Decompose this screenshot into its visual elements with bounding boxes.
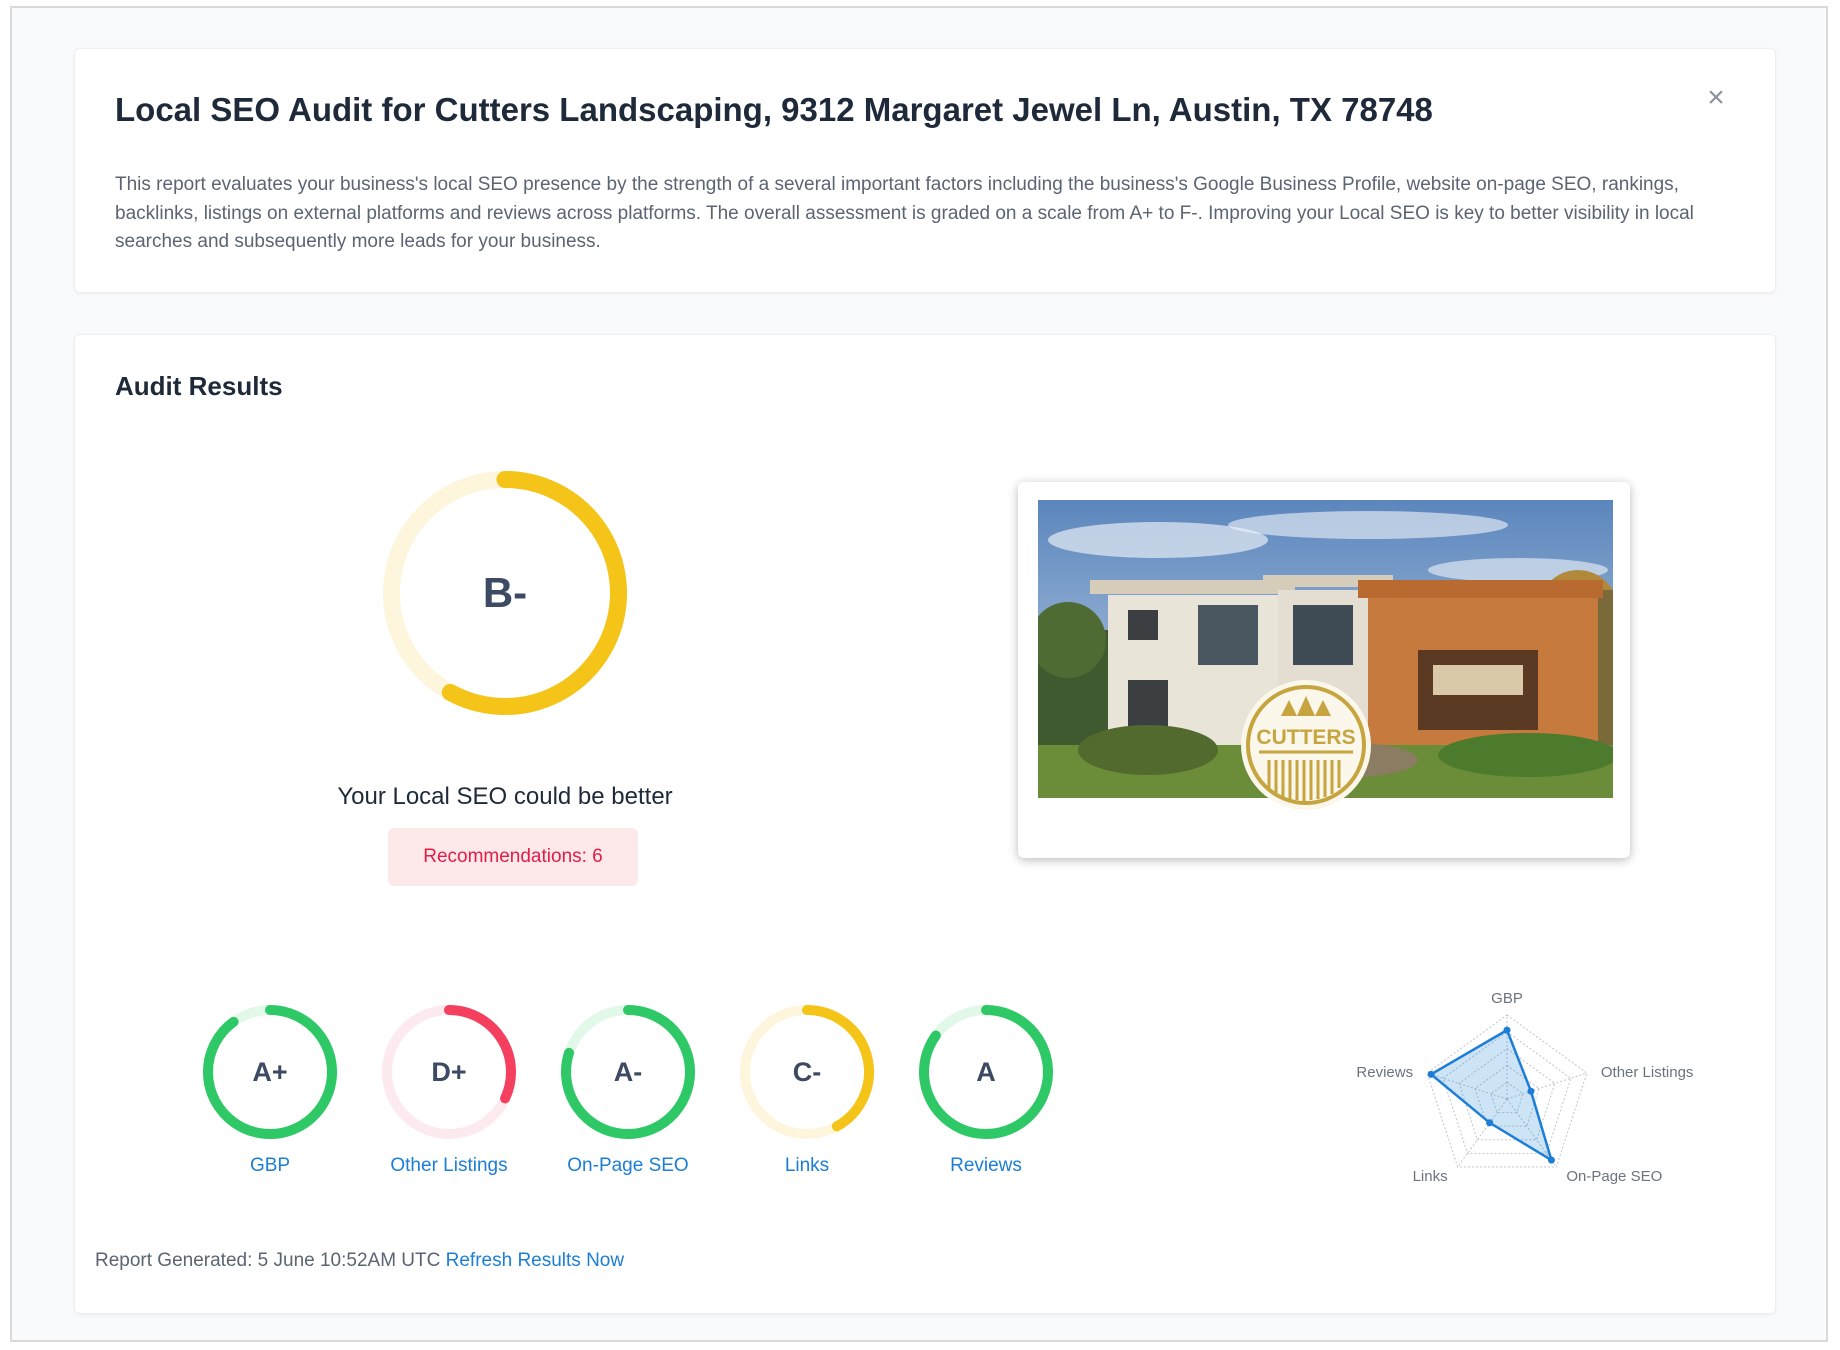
gbp-grade: A+ (252, 1056, 288, 1087)
business-photo-card: CUTTERS (1018, 482, 1630, 858)
reviews-grade: A (976, 1056, 996, 1087)
category-grades: A+ GBP D+ Other Listings A- On-Page SEO C- Link… (75, 1005, 1235, 1176)
other-listings-link[interactable]: Other Listings (390, 1155, 508, 1176)
cutters-logo: CUTTERS (1241, 680, 1371, 810)
category-radar-chart: GBP Other Listings On-Page SEO Links Reviews (1356, 990, 1694, 1185)
page-title: Local SEO Audit for Cutters Landscaping,… (115, 91, 1433, 128)
reviews-arc (919, 1005, 1053, 1139)
links-gauge (740, 1005, 874, 1139)
other-listings-grade: D+ (431, 1056, 467, 1087)
overall-grade: B- (482, 569, 528, 616)
recommendations-badge[interactable]: Recommendations: 6 (388, 828, 638, 886)
report-generated-text: Report Generated: 5 June 10:52AM UTC (95, 1250, 441, 1271)
on-page-seo-arc (561, 1005, 695, 1139)
links-arc (802, 1005, 874, 1132)
close-icon[interactable]: × (1707, 81, 1725, 114)
grade-card-reviews: A Reviews (881, 1005, 1091, 1176)
page-frame: Local SEO Audit for Cutters Landscaping,… (10, 6, 1828, 1342)
radar-series (1428, 1028, 1554, 1163)
overall-gauge-arc (441, 471, 627, 715)
radar-ring-4 (1442, 1031, 1572, 1154)
on-page-seo-gauge (561, 1005, 695, 1139)
gbp-gauge (203, 1005, 337, 1139)
other-listings-arc (444, 1005, 516, 1104)
on-page-seo-grade: A- (613, 1056, 643, 1087)
radar-ring-3 (1458, 1047, 1556, 1141)
refresh-results-link[interactable]: Refresh Results Now (445, 1250, 625, 1271)
radar-axis-label: GBP (1491, 990, 1523, 1007)
on-page-seo-link[interactable]: On-Page SEO (567, 1155, 689, 1176)
radar-ring-2 (1474, 1064, 1540, 1127)
intro-card: Local SEO Audit for Cutters Landscaping,… (74, 48, 1776, 293)
report-description: This report evaluates your business's lo… (115, 174, 1694, 252)
radar-ring-1 (1490, 1081, 1524, 1114)
overall-grade-gauge (383, 471, 627, 715)
grade-card-on-page-seo: A- On-Page SEO (523, 1005, 733, 1176)
radar-point (1503, 1026, 1511, 1034)
radar-point (1427, 1070, 1435, 1078)
radar-axis-label: Other Listings (1601, 1064, 1694, 1081)
links-grade: C- (792, 1056, 822, 1087)
radar-axis-label: Reviews (1356, 1064, 1413, 1081)
gbp-arc (203, 1005, 337, 1139)
svg-text:CUTTERS: CUTTERS (1256, 726, 1355, 749)
radar-point (1527, 1087, 1535, 1095)
report-footer: Report Generated: 5 June 10:52AM UTC Ref… (95, 1250, 624, 1272)
business-photo (1038, 500, 1613, 798)
gbp-link[interactable]: GBP (249, 1155, 291, 1176)
radar-axis-label: On-Page SEO (1566, 1168, 1662, 1185)
radar-point (1547, 1156, 1555, 1164)
radar-axis-label: Links (1413, 1168, 1448, 1185)
links-link[interactable]: Links (784, 1155, 830, 1176)
other-listings-gauge (382, 1005, 516, 1139)
reviews-gauge (919, 1005, 1053, 1139)
radar-point (1486, 1119, 1494, 1127)
grade-card-links: C- Links (702, 1005, 912, 1176)
audit-results-card: Audit Results B- Your Local SEO could be… (74, 334, 1776, 1314)
reviews-link[interactable]: Reviews (950, 1155, 1022, 1176)
verdict-text: Your Local SEO could be better (337, 783, 673, 810)
section-title: Audit Results (115, 371, 283, 401)
grade-card-gbp: A+ GBP (165, 1005, 375, 1176)
grade-card-other-listings: D+ Other Listings (344, 1005, 554, 1176)
